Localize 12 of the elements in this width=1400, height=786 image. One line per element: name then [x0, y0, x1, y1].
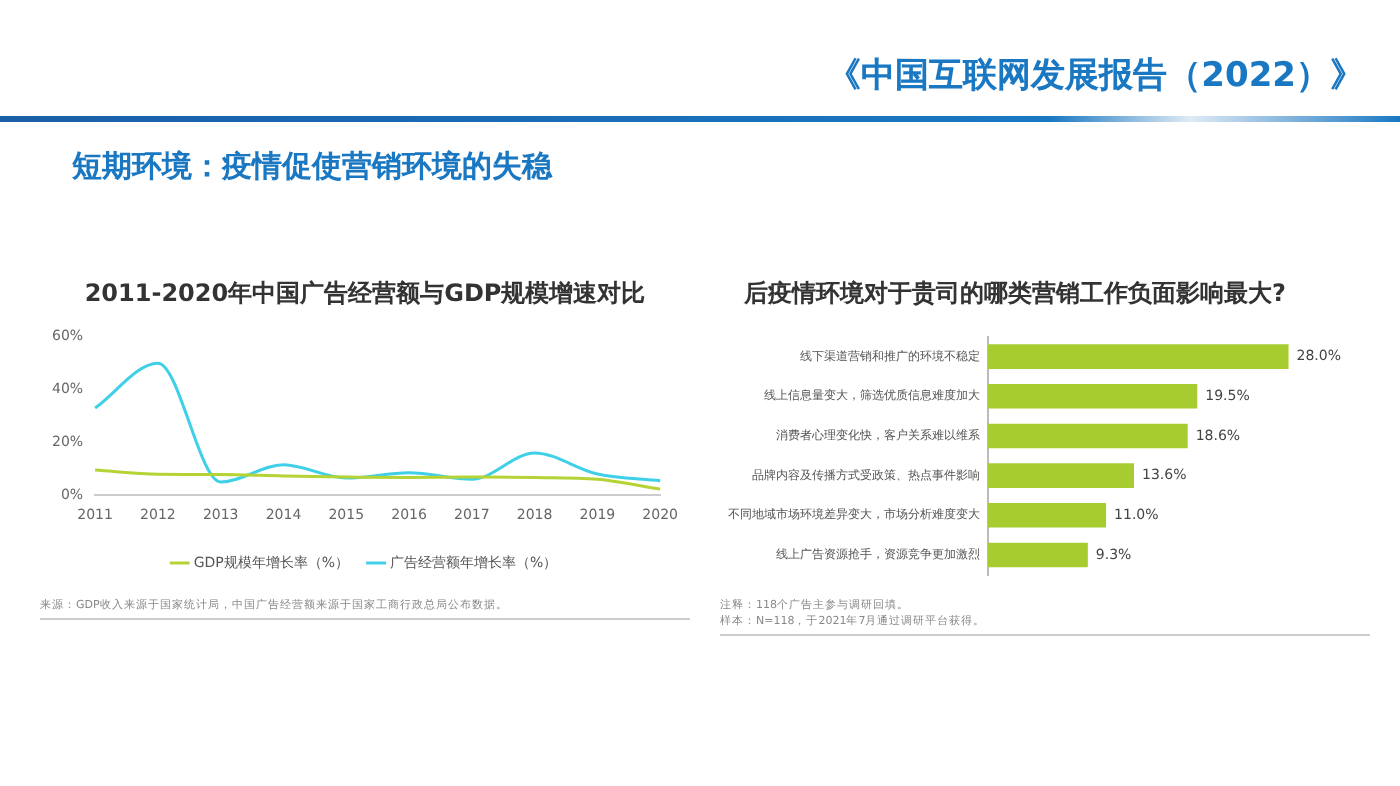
- bar: [988, 344, 1289, 369]
- bar: [988, 542, 1088, 568]
- chart-title: 2011-2020年中国广告经营额与GDP规模增速对比: [84, 278, 646, 307]
- chart-title: 后疫情环境对于贵司的哪类营销工作负面影响最大?: [742, 278, 1287, 307]
- bar: [988, 503, 1107, 528]
- bar: [988, 463, 1134, 488]
- text: 《中国互联网发展报告（2022）》: [827, 54, 1364, 98]
- bar: [988, 423, 1188, 449]
- text: 短期环境：疫情促使营销环境的失稳: [72, 148, 552, 186]
- line-series: [93, 468, 662, 491]
- line-series: [93, 361, 662, 484]
- bar: [988, 384, 1198, 409]
